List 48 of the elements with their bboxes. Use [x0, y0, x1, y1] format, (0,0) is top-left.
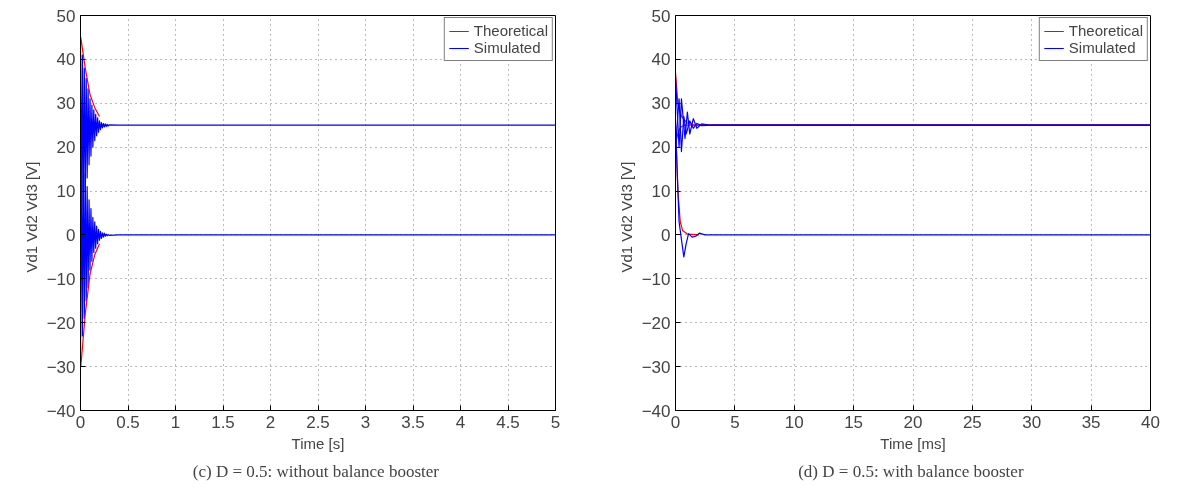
y-tick-label: −10	[641, 269, 671, 289]
x-tick-label: 15	[844, 412, 864, 432]
y-tick-label: −20	[641, 313, 671, 333]
x-tick-label: 10	[784, 412, 804, 432]
x-tick-label: 20	[903, 412, 923, 432]
y-tick-label: 10	[56, 182, 76, 202]
y-tick-label: 30	[651, 94, 671, 114]
y-tick-label: 20	[56, 138, 76, 158]
x-tick-label: 5	[730, 412, 740, 432]
x-tick-label: 5	[550, 412, 561, 432]
y-tick-label: −20	[46, 313, 76, 333]
x-tick-label: 30	[1022, 412, 1042, 432]
y-tick-label: 40	[56, 50, 76, 70]
x-tick-label: 3	[360, 412, 371, 432]
y-tick-label: 40	[651, 50, 671, 70]
x-tick-label: 2.5	[306, 412, 330, 432]
y-tick-label: 10	[651, 182, 671, 202]
y-tick-label: 20	[651, 138, 671, 158]
y-tick-label: 0	[66, 225, 76, 245]
y-tick-label: −10	[46, 269, 76, 289]
x-tick-label: 35	[1081, 412, 1101, 432]
text: (c) D = 0.5: without balance booster	[192, 461, 440, 481]
legend-label: Theoretical	[1068, 22, 1143, 39]
y-tick-label: 50	[651, 6, 671, 26]
x-tick-label: 1	[170, 412, 181, 432]
x-tick-label: 0.5	[116, 412, 140, 432]
y-tick-label: −30	[46, 357, 76, 377]
y-tick-label: −40	[641, 401, 671, 421]
y-tick-label: 50	[56, 6, 76, 26]
y-tick-label: 30	[56, 94, 76, 114]
x-tick-label: 4	[455, 412, 466, 432]
legend-label: Simulated	[1068, 39, 1136, 56]
x-tick-label: 2	[265, 412, 276, 432]
x-tick-label: 3.5	[401, 412, 425, 432]
legend-label: Theoretical	[473, 22, 548, 39]
y-tick-label: −40	[46, 401, 76, 421]
x-tick-label: 25	[962, 412, 982, 432]
y-tick-label: −30	[641, 357, 671, 377]
legend-label: Simulated	[473, 39, 541, 56]
x-axis-title: Time [s]	[291, 434, 345, 452]
y-tick-label: 0	[661, 225, 671, 245]
x-tick-label: 1.5	[211, 412, 235, 432]
y-axis-title: Vd1 Vd2 Vd3 [V]	[617, 161, 635, 273]
x-tick-label: 40	[1141, 412, 1160, 432]
x-tick-label: 4.5	[496, 412, 520, 432]
x-axis-title: Time [ms]	[880, 434, 946, 452]
y-axis-title: Vd1 Vd2 Vd3 [V]	[22, 161, 40, 273]
text: (d) D = 0.5: with balance booster	[798, 461, 1024, 481]
